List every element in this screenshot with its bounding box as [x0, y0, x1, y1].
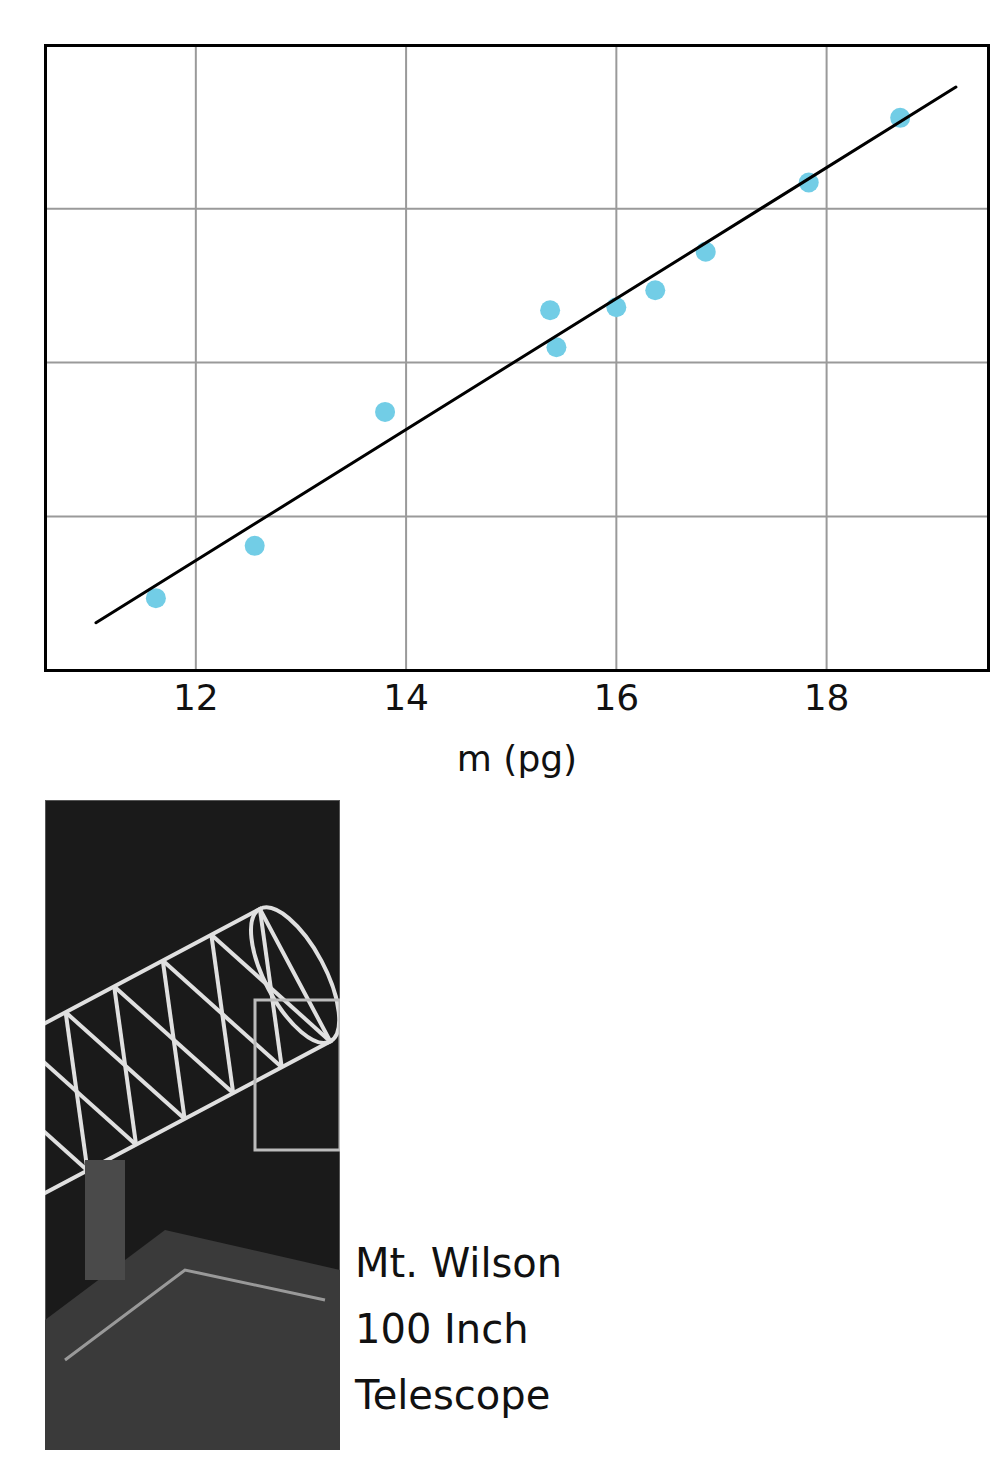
svg-text:18: 18 [804, 677, 850, 718]
svg-text:m (pg): m (pg) [457, 738, 577, 779]
html-text:Telescope: Telescope [355, 1372, 551, 1418]
html-text:Mt. Wilson: Mt. Wilson [355, 1240, 563, 1286]
html-text:100 Inch: 100 Inch [355, 1306, 529, 1352]
svg-text:16: 16 [593, 677, 639, 718]
svg-text:12: 12 [173, 677, 219, 718]
svg-text:14: 14 [383, 677, 429, 718]
